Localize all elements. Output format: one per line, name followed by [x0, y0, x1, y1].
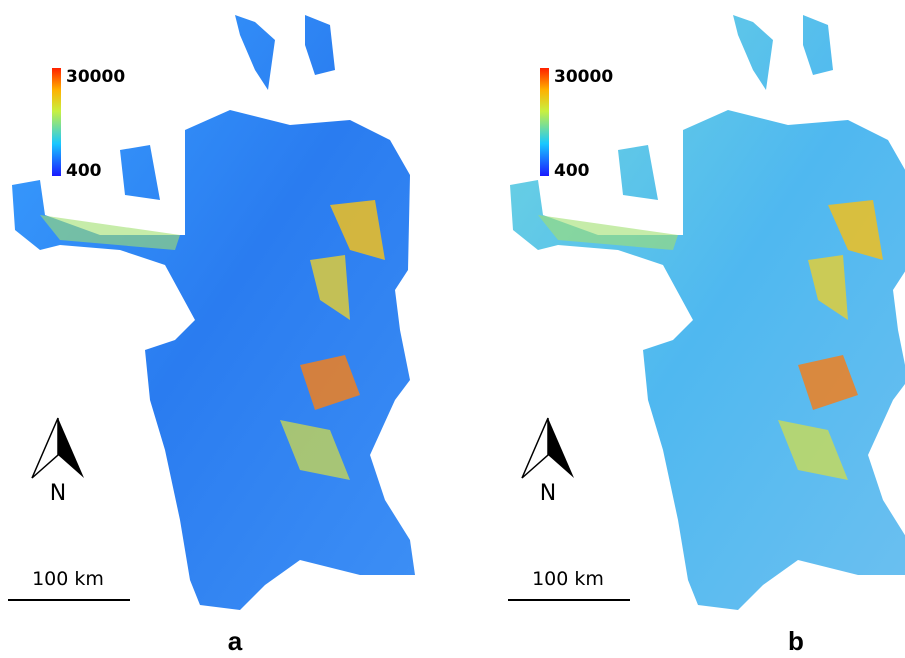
panel: 30000 400 N 100 km b [508, 15, 905, 656]
colorbar-min: 400 [66, 161, 102, 181]
colorbar [52, 68, 61, 176]
panel: 30000 400 N 100 km a [8, 15, 415, 656]
colorbar-min: 400 [554, 161, 590, 181]
north-label: N [50, 481, 66, 506]
colorbar [540, 68, 549, 176]
north-label: N [540, 481, 556, 506]
north-arrow [522, 418, 548, 478]
north-arrow [548, 418, 574, 478]
scale-label: 100 km [32, 568, 104, 590]
map [12, 15, 415, 610]
colorbar-max: 30000 [66, 67, 125, 87]
north-arrow [32, 418, 58, 478]
figure: 30000 400 N 100 km a 30000 400 N 100 km … [0, 0, 905, 658]
scale-label: 100 km [532, 568, 604, 590]
panel-label: b [788, 626, 804, 656]
colorbar-max: 30000 [554, 67, 613, 87]
panel-label: a [228, 626, 243, 656]
north-arrow [58, 418, 84, 478]
